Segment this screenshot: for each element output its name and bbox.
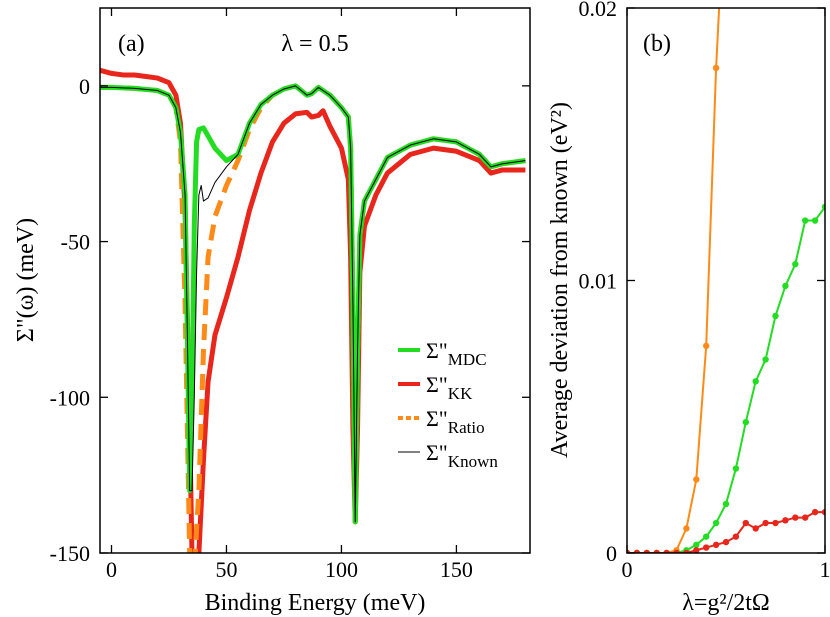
series-red-point <box>762 519 769 527</box>
series-red-point <box>643 549 650 553</box>
series-known-legend-label: Σ"Known <box>426 440 498 471</box>
panel-b-label: (b) <box>643 31 671 57</box>
panel-b-frame <box>626 7 826 554</box>
panel-a-plot-area <box>100 67 526 553</box>
series-orange-point <box>693 476 700 483</box>
series-green-point <box>811 217 819 224</box>
series-red-point <box>732 533 740 540</box>
y-tick-label: 0 <box>79 74 90 99</box>
panel-b-ylabel: Average deviation from known (eV²) <box>547 102 573 458</box>
series-red-point <box>673 549 680 553</box>
series-red-point <box>782 517 789 524</box>
series-red-point <box>633 549 641 553</box>
series-red-point <box>703 544 710 551</box>
y-tick-label: 0.01 <box>579 269 618 294</box>
series-red-point <box>742 519 749 527</box>
panel-a-xlabel: Binding Energy (meV) <box>205 590 426 616</box>
series-green-point <box>732 465 740 472</box>
panel-a-annotation: λ = 0.5 <box>281 31 348 57</box>
series-kk-legend-label: Σ"KK <box>426 372 473 403</box>
series-green-point <box>802 217 809 224</box>
panel-b-xlabel: λ=g²/2tΩ <box>682 590 770 616</box>
series-green-point <box>693 541 700 549</box>
series-orange-point <box>712 64 720 72</box>
series-red-point <box>693 547 700 553</box>
series-red-point <box>752 525 759 532</box>
series-green-point <box>712 519 720 527</box>
series-red-point <box>653 549 660 553</box>
series-red-point <box>722 538 730 546</box>
panel-a-ylabel: Σ"(ω) (meV) <box>13 218 39 342</box>
series-red-point <box>683 549 690 553</box>
series-green-point <box>752 378 759 385</box>
y-tick-label: -50 <box>61 230 90 255</box>
x-tick-label: 1 <box>820 557 830 582</box>
series-ratio-legend-label: Σ"Ratio <box>426 406 485 437</box>
series-green-point <box>762 356 769 363</box>
x-tick-label: 0 <box>106 557 117 582</box>
series-red-point <box>821 508 825 516</box>
series-red-point <box>627 549 631 553</box>
series-green-point <box>821 203 825 211</box>
x-tick-label: 150 <box>440 557 473 582</box>
panel-a-label: (a) <box>118 31 145 57</box>
series-red-point <box>792 514 799 521</box>
series-mdc-legend-label: Σ"MDC <box>426 338 487 369</box>
panel-a: 0 50 100 150 -150 -100 -50 0 (a) λ = 0.5 Bindin… <box>13 7 531 616</box>
series-green-point <box>792 260 799 268</box>
y-tick-label: 0.02 <box>579 0 618 21</box>
y-tick-label: -150 <box>50 541 90 566</box>
series-orange-point <box>683 525 690 532</box>
panel-b-axes: 0 1 0 0.01 0.02 <box>579 0 830 582</box>
series-green-point <box>782 282 789 290</box>
series-red-point <box>811 508 819 516</box>
series-green-point <box>703 533 710 540</box>
series-green-point <box>772 312 779 320</box>
series-green-point <box>742 419 749 426</box>
x-tick-label: 0 <box>622 557 633 582</box>
panel-a-frame <box>99 7 531 554</box>
x-tick-label: 100 <box>325 557 358 582</box>
series-ratio-line <box>100 83 526 553</box>
series-known-line <box>100 85 526 523</box>
series-orange-point <box>703 342 710 350</box>
y-tick-label: -100 <box>50 385 90 410</box>
series-red-point <box>802 514 809 521</box>
series-red-point <box>772 519 779 527</box>
series-green-point <box>722 500 730 508</box>
panel-b-plot-area <box>627 8 825 553</box>
panel-b: 0 1 0 0.01 0.02 (b) λ=g²/2tΩ Average deviati… <box>547 0 830 616</box>
panel-a-axes: 0 50 100 150 -150 -100 -50 0 <box>50 8 530 582</box>
x-tick-label: 50 <box>215 557 237 582</box>
y-tick-label: 0 <box>606 541 617 566</box>
series-red-point <box>663 549 670 553</box>
series-orange-line <box>627 8 721 553</box>
series-red-point <box>712 541 720 549</box>
